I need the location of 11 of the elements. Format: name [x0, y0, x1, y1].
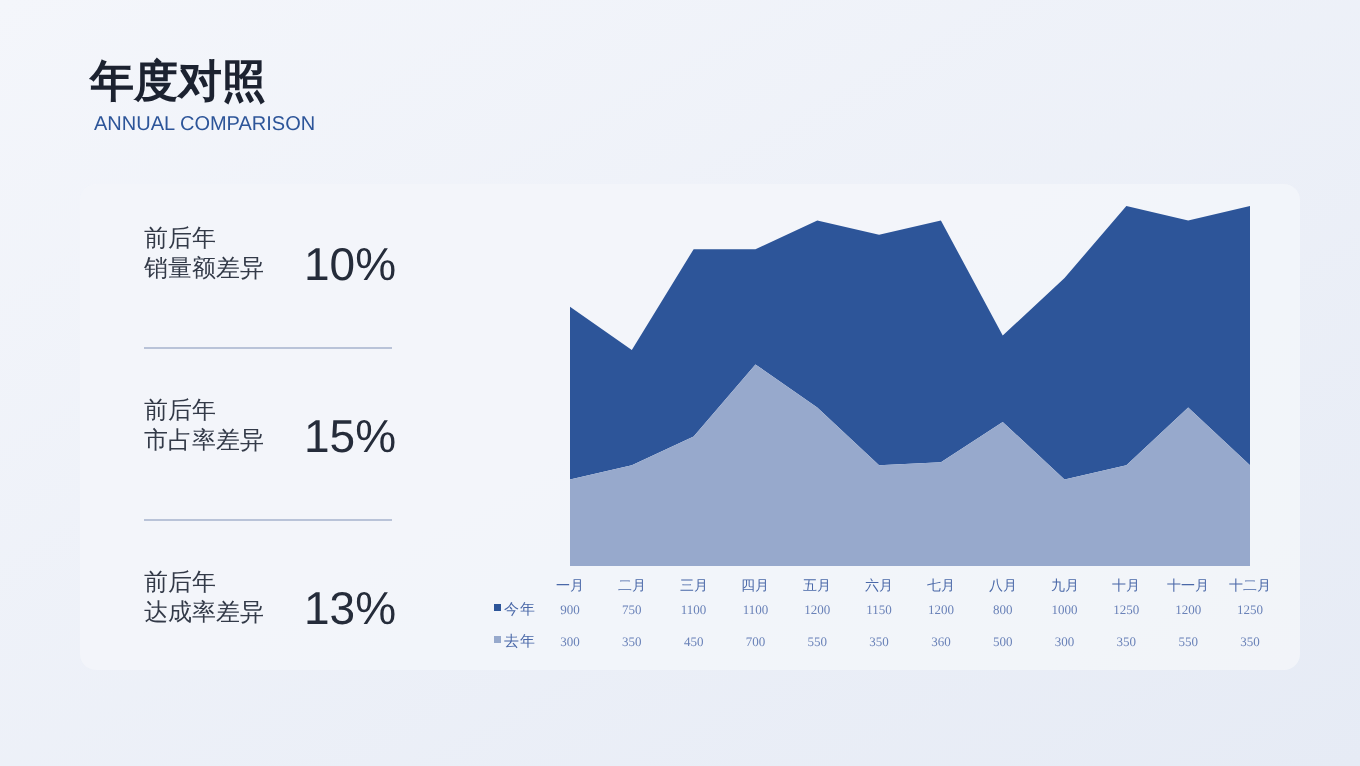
text: 15% [304, 410, 397, 462]
text: 13% [304, 582, 397, 634]
text: 前后年 [144, 224, 216, 252]
text: 10% [304, 238, 397, 290]
text: 前后年 [144, 396, 216, 424]
text: ANNUAL COMPARISON [94, 114, 316, 136]
text: 前后年 [144, 568, 216, 596]
text: 销量额差异 [142, 254, 264, 282]
text: 市占率差异 [144, 426, 264, 454]
text: 年度对照 [88, 56, 266, 108]
text: 达成率差异 [144, 598, 264, 626]
